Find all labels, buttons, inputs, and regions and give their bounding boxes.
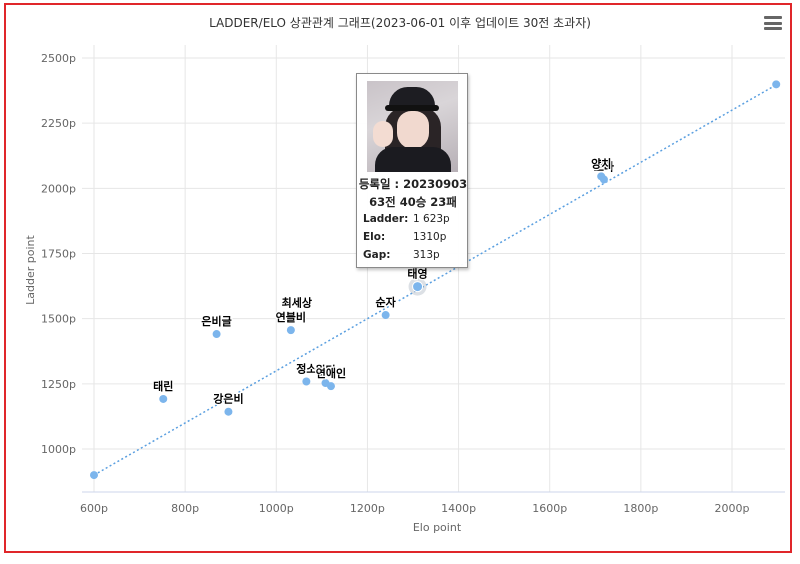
point-label: 연애인 [316, 366, 346, 380]
y-tick-label: 1500p [41, 313, 76, 326]
point-label: 정소 [296, 361, 316, 375]
point-label: 태영 [407, 267, 427, 281]
data-point[interactable] [326, 382, 335, 391]
tooltip-label: Ladder: [363, 213, 409, 225]
profile-photo [367, 81, 458, 172]
point-label: 태린 [153, 379, 173, 393]
chart-title: LADDER/ELO 상관관계 그래프(2023-06-01 이후 업데이트 3… [209, 16, 591, 30]
x-tick-label: 1800p [623, 502, 658, 515]
trend-line-group [93, 83, 778, 476]
tooltip-label: Gap: [363, 249, 391, 261]
data-point[interactable] [772, 80, 781, 89]
x-axis-title: Elo point [413, 521, 462, 534]
tooltip-record: 63전 40승 23패 [369, 195, 457, 209]
data-point[interactable] [159, 394, 168, 403]
x-tick-label: 1600p [532, 502, 567, 515]
point-label: 최세상 [282, 295, 312, 309]
data-point[interactable] [597, 172, 606, 181]
data-point[interactable] [212, 330, 221, 339]
point-label: 월터 [315, 363, 335, 377]
x-tick-label: 1200p [350, 502, 385, 515]
y-tick-label: 1250p [41, 378, 76, 391]
tooltip-row-ladder: Ladder: 1 623p [363, 213, 463, 225]
tooltip-value: 1 623p [413, 213, 450, 225]
data-point[interactable] [292, 311, 301, 320]
data-point-highlighted[interactable] [412, 281, 424, 293]
data-point[interactable] [381, 311, 390, 320]
data-point[interactable] [302, 377, 311, 386]
y-tick-label: 2250p [41, 117, 76, 130]
y-tick-label: 1000p [41, 443, 76, 456]
x-tick-label: 600p [80, 502, 108, 515]
y-tick-label: 1750p [41, 248, 76, 261]
point-tooltip: 등록일 : 20230903 63전 40승 23패 Ladder: 1 623… [356, 73, 468, 268]
x-tick-label: 1400p [441, 502, 476, 515]
tooltip-value: 313p [413, 249, 440, 261]
x-tick-label: 2000p [715, 502, 750, 515]
point-label: 강은비 [213, 392, 243, 406]
point-label: 순자 [376, 295, 397, 309]
axes: 600p 800p 1000p 1200p 1400p 1600p 1800p 2000p 10… [41, 52, 785, 515]
tooltip-row-elo: Elo: 1310p [363, 231, 463, 243]
data-point[interactable] [90, 471, 98, 480]
tooltip-date: 등록일 : 20230903 [358, 177, 468, 191]
point-label: 연블비 [276, 310, 306, 324]
y-tick-label: 2500p [41, 52, 76, 65]
points-group [90, 80, 781, 480]
tooltip-value: 1310p [413, 231, 447, 243]
data-point[interactable] [286, 326, 295, 335]
x-tick-label: 1000p [259, 502, 294, 515]
chart-frame [4, 3, 792, 553]
point-label: 은비글 [201, 314, 231, 328]
tooltip-label: Elo: [363, 231, 386, 243]
y-axis-title: Ladder point [24, 234, 37, 304]
tooltip-row-gap: Gap: 313p [363, 249, 463, 261]
point-label: 양치 [591, 156, 611, 170]
hamburger-menu-icon[interactable] [764, 16, 782, 32]
x-tick-label: 800p [171, 502, 199, 515]
y-tick-label: 2000p [41, 182, 76, 195]
point-label: 보라 [594, 159, 615, 173]
trend-line [93, 83, 778, 476]
data-point[interactable] [224, 407, 233, 416]
